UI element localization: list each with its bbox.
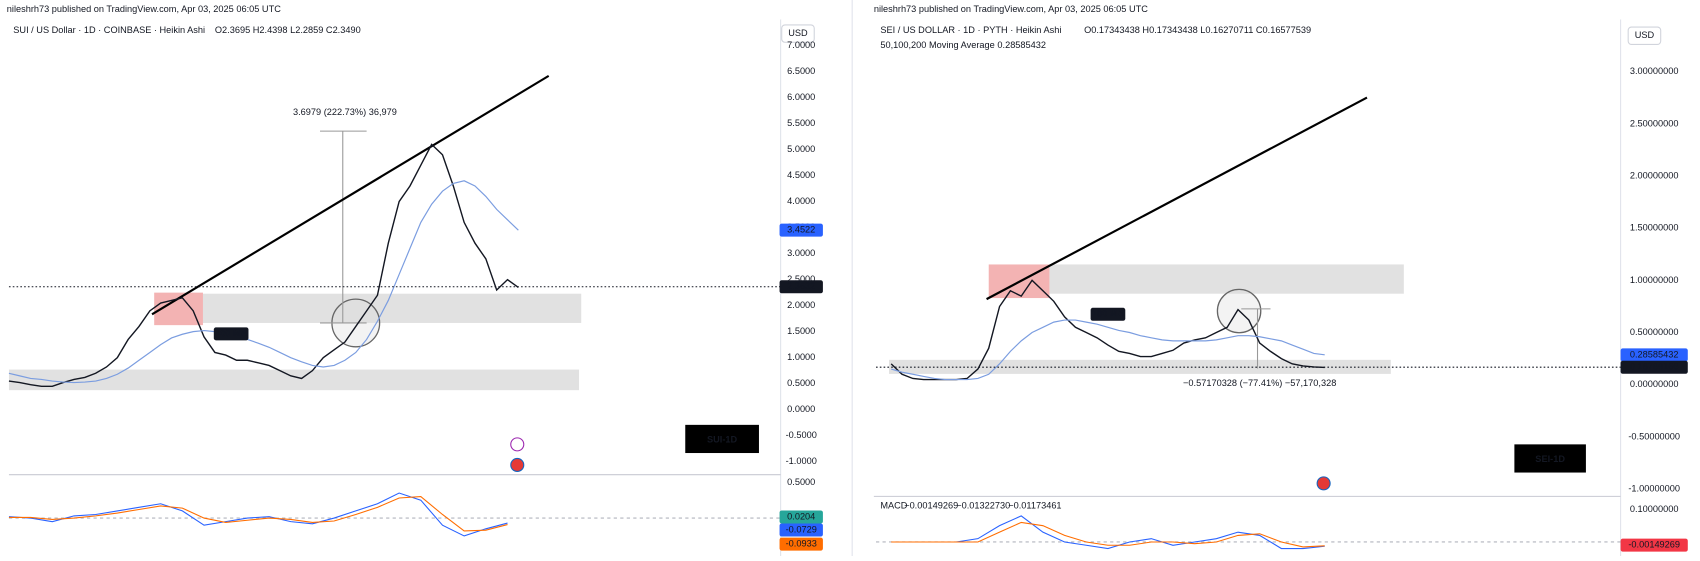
- y-tick-label: 0.0000: [787, 404, 815, 414]
- ma-legend: 50,100,200 Moving Average: [880, 40, 994, 50]
- price-label-box: [779, 223, 823, 237]
- ma-legend-value: 0.28585432: [997, 40, 1046, 50]
- macd-title: MACD: [880, 501, 907, 511]
- macd-label: -0.0729: [786, 524, 817, 534]
- watermark: SUI-1D: [707, 434, 738, 444]
- price-label: 2.3632: [787, 281, 815, 291]
- ma-line: [891, 319, 1325, 381]
- macd-line: [8, 496, 508, 532]
- event-icon: [1316, 476, 1331, 491]
- annotation: 3.6979 (222.73%) 36,979: [293, 107, 397, 117]
- ohlc: O2.3695 H2.4398 L2.2859 C2.3490: [215, 25, 361, 35]
- ma-label-box: [213, 327, 249, 341]
- macd-reading: −0.00149269: [904, 501, 958, 511]
- event-icon: [510, 457, 525, 473]
- chart-title: SUI / US Dollar · 1D · COINBASE · Heikin…: [13, 25, 205, 35]
- ma-label-box: [1090, 307, 1126, 321]
- y-tick-label: 2.00000000: [1630, 171, 1679, 181]
- zone: [889, 359, 1391, 374]
- currency-box: [781, 24, 815, 43]
- macd-label: -0.0933: [786, 539, 817, 549]
- currency: USD: [788, 28, 808, 38]
- y-tick-label: 2.0000: [787, 300, 815, 310]
- watermark-box: [685, 424, 759, 454]
- y-tick-label: -1.00000000: [1628, 483, 1680, 493]
- macd-label-box: [779, 510, 823, 524]
- y-tick-label: 5.0000: [787, 144, 815, 154]
- y-tick-label: 4.0000: [787, 196, 815, 206]
- y-tick-label: -0.50000000: [1628, 431, 1680, 441]
- zone: [1049, 264, 1404, 294]
- y-tick-label: 1.50000000: [1630, 223, 1679, 233]
- event-icon: [510, 437, 525, 452]
- zone: [8, 369, 580, 391]
- currency: USD: [1635, 30, 1655, 40]
- y-tick-label: 6.5000: [787, 66, 815, 76]
- annotation: −0.57170328 (−77.41%) −57,170,328: [1183, 378, 1336, 388]
- y-tick-label: 2.5000: [787, 274, 815, 284]
- y-tick-label: 1.00000000: [1630, 275, 1679, 285]
- macd-label-box: [779, 537, 823, 551]
- trend-line: [151, 74, 550, 316]
- ma-label: 100 MA: [1092, 309, 1125, 319]
- trend-line: [986, 96, 1368, 301]
- publisher: nileshrh73 published on TradingView.com,…: [7, 4, 281, 14]
- ma-line: [8, 180, 519, 384]
- macd-label-box: [1620, 538, 1688, 552]
- y-tick-label: 0.5000: [787, 378, 815, 388]
- chart-title: SEI / US DOLLAR · 1D · PYTH · Heikin Ash…: [880, 25, 1061, 35]
- macd-reading: −0.01322730: [956, 501, 1010, 511]
- price-label-box: [779, 280, 823, 294]
- macd-line: [891, 515, 1325, 550]
- y-tick-label: 1.0000: [787, 352, 815, 362]
- y-tick-label: 1.5000: [787, 326, 815, 336]
- y-tick-label: 0.5000: [787, 477, 815, 487]
- price-line: [8, 143, 519, 387]
- watermark-box: [1514, 444, 1586, 473]
- watermark: SEI-1D: [1535, 454, 1565, 464]
- y-tick-label: 5.5000: [787, 118, 815, 128]
- y-tick-label: 3.0000: [787, 248, 815, 258]
- macd-label: 0.0204: [787, 511, 815, 521]
- publisher: nileshrh73 published on TradingView.com,…: [874, 4, 1148, 14]
- y-tick-label: 3.00000000: [1630, 66, 1679, 76]
- y-tick-label: 7.0000: [787, 40, 815, 50]
- price-line: [890, 279, 1325, 381]
- y-tick-label: 0.10000000: [1630, 504, 1679, 514]
- y-tick-label: 2.50000000: [1630, 118, 1679, 128]
- price-label: 0.28585432: [1630, 349, 1679, 359]
- y-tick-label: -0.5000: [786, 430, 817, 440]
- y-tick-label: 0.50000000: [1630, 327, 1679, 337]
- price-label: 0.16769166: [1630, 362, 1679, 372]
- ma-label: 100 MA: [215, 328, 248, 338]
- y-tick-label: 4.5000: [787, 170, 815, 180]
- y-tick-label: -1.0000: [786, 456, 817, 466]
- zone: [202, 293, 582, 323]
- price-label: 3.4522: [787, 225, 815, 235]
- currency-box: [1627, 26, 1662, 45]
- macd-label: -0.00149269: [1628, 540, 1680, 550]
- ohlc: O0.17343438 H0.17343438 L0.16270711 C0.1…: [1084, 25, 1311, 35]
- y-tick-label: 0.00000000: [1630, 379, 1679, 389]
- price-label-box: [1620, 348, 1688, 362]
- macd-line: [891, 521, 1325, 548]
- macd-line: [8, 492, 508, 537]
- price-label-box: [1620, 360, 1688, 374]
- y-tick-label: 6.0000: [787, 92, 815, 102]
- macd-reading: −0.01173461: [1008, 501, 1061, 511]
- macd-label-box: [779, 523, 823, 537]
